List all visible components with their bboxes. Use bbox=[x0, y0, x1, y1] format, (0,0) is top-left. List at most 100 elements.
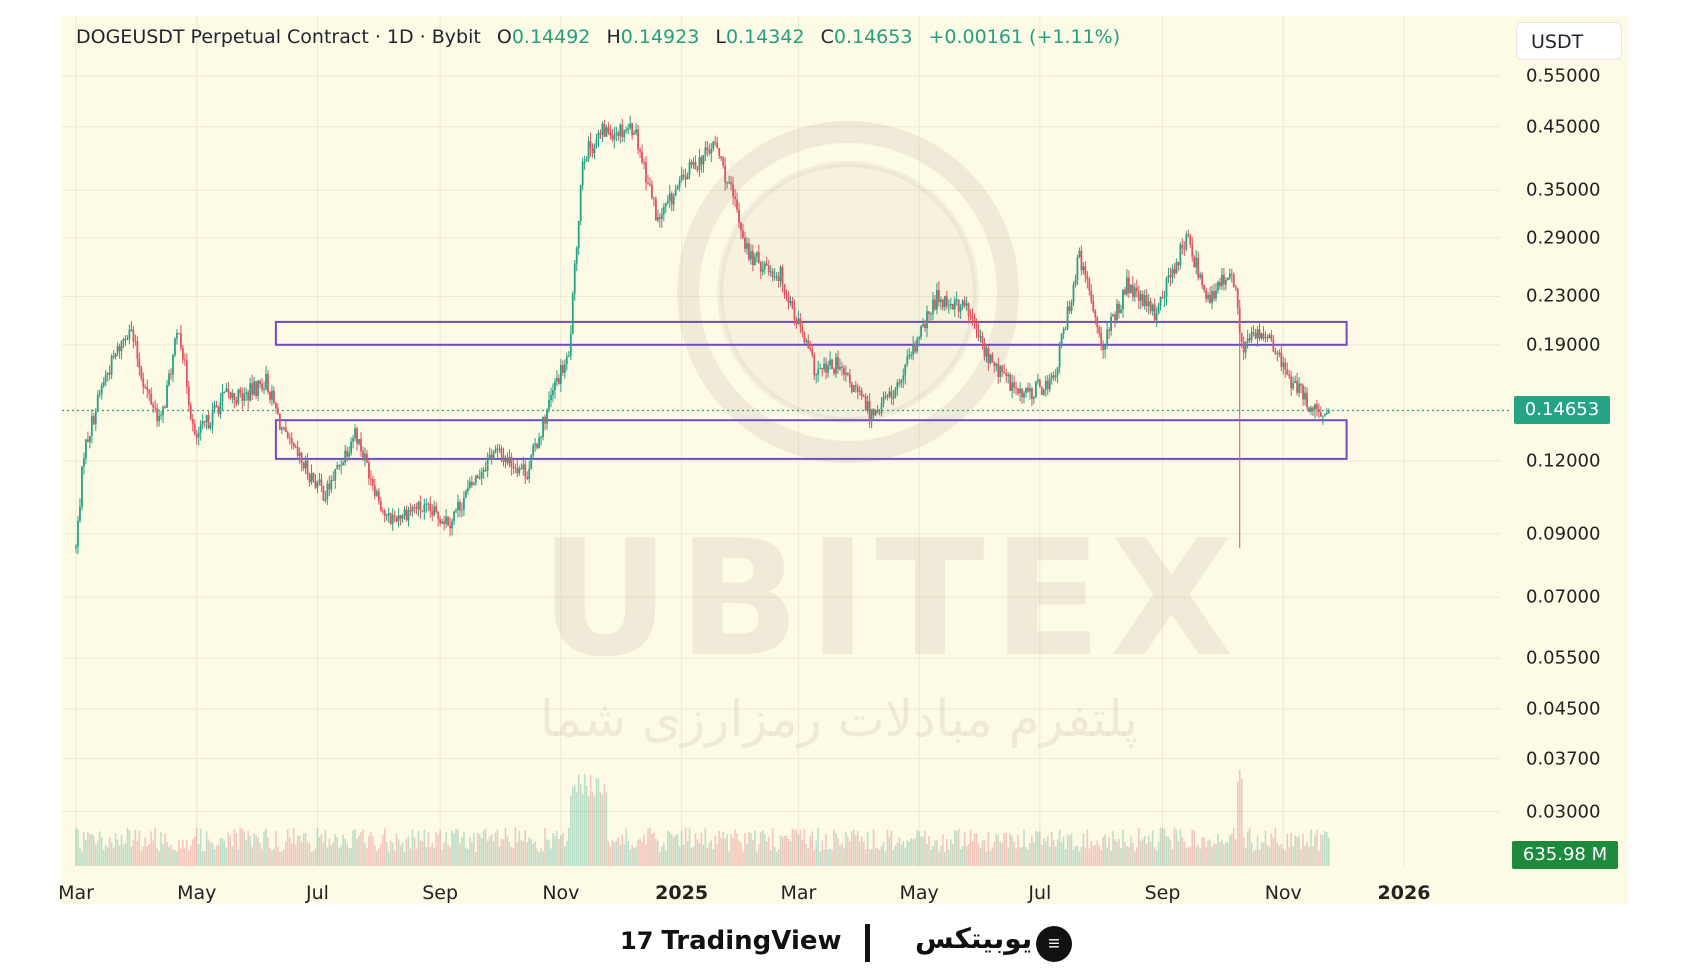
time-tick-label: 2026 bbox=[1377, 882, 1431, 904]
candle-body bbox=[534, 443, 537, 446]
volume-bar bbox=[148, 843, 151, 866]
volume-bar bbox=[259, 843, 261, 866]
volume-bar bbox=[225, 847, 228, 866]
candle-body bbox=[1183, 248, 1186, 250]
volume-bar bbox=[368, 835, 370, 866]
candle-body bbox=[377, 491, 380, 502]
candle-body bbox=[391, 515, 394, 524]
volume-bar bbox=[1322, 834, 1324, 866]
volume-bar bbox=[154, 827, 156, 866]
candle-body bbox=[767, 265, 770, 273]
candle-body bbox=[387, 513, 390, 516]
candle-body bbox=[1264, 337, 1267, 339]
candle-body bbox=[405, 509, 408, 521]
volume-bar bbox=[924, 830, 926, 866]
candle-body bbox=[134, 341, 137, 343]
candle-body bbox=[1238, 307, 1241, 333]
volume-bar bbox=[894, 845, 897, 866]
candle-body bbox=[823, 363, 826, 370]
candle-body bbox=[1017, 388, 1019, 394]
volume-bar bbox=[815, 840, 817, 866]
candle-body bbox=[243, 393, 246, 401]
volume-bar bbox=[281, 851, 283, 866]
volume-bar bbox=[904, 847, 907, 866]
candle-body bbox=[1234, 286, 1237, 289]
volume-bar bbox=[1211, 846, 1213, 866]
candle-body bbox=[1258, 329, 1261, 339]
candle-body bbox=[174, 338, 176, 355]
volume-bar bbox=[1254, 849, 1257, 866]
volume-bar bbox=[886, 829, 889, 866]
candle-body bbox=[1181, 244, 1184, 249]
candle-body bbox=[239, 389, 242, 394]
candle-body bbox=[1108, 329, 1111, 331]
candle-body bbox=[514, 467, 517, 469]
volume-bar bbox=[854, 835, 857, 866]
time-tick-label: Sep bbox=[422, 882, 459, 904]
volume-bar bbox=[1290, 832, 1292, 866]
candle-body bbox=[1157, 305, 1160, 314]
volume-bar bbox=[372, 836, 374, 866]
candle-body bbox=[868, 401, 871, 420]
candle-body bbox=[664, 202, 667, 207]
volume-bar bbox=[1308, 846, 1310, 866]
candle-body bbox=[300, 452, 303, 463]
volume-bar bbox=[1175, 829, 1178, 866]
volume-bar bbox=[1096, 840, 1099, 866]
candle-body bbox=[609, 132, 612, 136]
candle-body bbox=[656, 217, 659, 221]
volume-bar bbox=[419, 840, 422, 866]
candle-body bbox=[100, 385, 103, 394]
candle-body bbox=[708, 150, 711, 154]
candle-body bbox=[1033, 397, 1035, 399]
volume-bar bbox=[773, 847, 776, 866]
candle-body bbox=[959, 306, 962, 312]
volume-bar bbox=[110, 842, 113, 866]
volume-bar bbox=[892, 849, 895, 866]
volume-bar bbox=[560, 835, 562, 866]
volume-bar bbox=[164, 833, 166, 866]
volume-bar bbox=[1278, 845, 1281, 866]
volume-bar bbox=[1161, 828, 1164, 866]
candle-body bbox=[1025, 387, 1027, 393]
candle-body bbox=[1128, 277, 1130, 293]
time-tick-label: Mar bbox=[58, 882, 94, 904]
candle-body bbox=[777, 276, 780, 282]
volume-bar bbox=[1159, 827, 1162, 866]
candle-body bbox=[516, 467, 519, 474]
candle-body bbox=[542, 416, 544, 437]
volume-bar bbox=[484, 828, 487, 866]
candle-body bbox=[81, 466, 83, 508]
volume-bar bbox=[639, 838, 641, 866]
volume-bar bbox=[775, 852, 778, 866]
candle-body bbox=[611, 135, 614, 140]
candle-body bbox=[1187, 234, 1190, 236]
volume-bar bbox=[439, 830, 441, 866]
high-value: 0.14923 bbox=[620, 26, 700, 48]
volume-bar bbox=[785, 835, 788, 866]
open-value: 0.14492 bbox=[511, 26, 591, 48]
candle-body bbox=[488, 454, 491, 459]
currency-selector-button[interactable]: USDT bbox=[1516, 22, 1622, 60]
candle-body bbox=[273, 390, 275, 403]
candle-body bbox=[882, 397, 885, 404]
volume-bar bbox=[720, 837, 722, 866]
candle-body bbox=[470, 481, 473, 486]
time-tick-label: Nov bbox=[1264, 882, 1302, 904]
candle-body bbox=[585, 159, 588, 162]
candle-body bbox=[183, 359, 186, 361]
candle-body bbox=[536, 443, 539, 449]
candle-body bbox=[771, 271, 774, 277]
candle-body bbox=[694, 162, 697, 170]
candle-body bbox=[213, 405, 216, 410]
candle-body bbox=[579, 185, 582, 221]
volume-bar bbox=[1177, 841, 1180, 866]
candle-body bbox=[154, 407, 157, 409]
candle-body bbox=[253, 381, 256, 395]
volume-bar bbox=[1324, 831, 1326, 866]
candle-body bbox=[371, 479, 374, 486]
volume-bar bbox=[851, 831, 853, 866]
candle-body bbox=[892, 397, 895, 399]
candle-body bbox=[797, 318, 800, 325]
support-resistance-zone bbox=[274, 419, 1348, 460]
